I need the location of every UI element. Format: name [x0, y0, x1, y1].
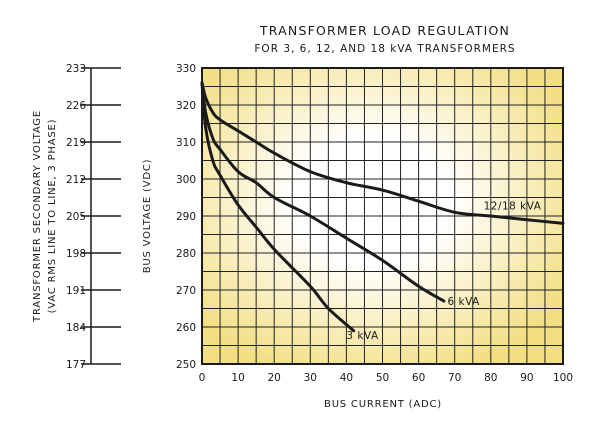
- x-tick-label: 100: [553, 372, 573, 384]
- x-tick-label: 30: [304, 372, 317, 384]
- x-tick-label: 60: [412, 372, 425, 384]
- series-label: 6 kVA: [447, 296, 480, 308]
- secondary-tick-label: 212: [66, 174, 86, 186]
- chart-title: TRANSFORMER LOAD REGULATION: [259, 23, 510, 38]
- y-tick-label: 310: [176, 137, 196, 149]
- x-tick-label: 70: [448, 372, 461, 384]
- x-tick-label: 40: [340, 372, 353, 384]
- x-tick-label: 90: [520, 372, 533, 384]
- series-lines: [200, 81, 565, 333]
- secondary-tick-label: 184: [66, 322, 86, 334]
- x-tick-label: 20: [268, 372, 281, 384]
- series-label: 3 kVA: [346, 330, 379, 342]
- y-tick-label: 320: [176, 100, 196, 112]
- series-line: [200, 81, 565, 225]
- secondary-axis-title-line1: TRANSFORMER SECONDARY VOLTAGE: [32, 110, 43, 323]
- secondary-tick-label: 177: [66, 359, 86, 371]
- secondary-tick-label: 191: [66, 285, 86, 297]
- plot-frame: [201, 67, 564, 365]
- y-tick-label: 300: [176, 174, 196, 186]
- x-tick-label: 0: [199, 372, 206, 384]
- secondary-tick-label: 233: [66, 63, 86, 75]
- y-tick-label: 260: [176, 322, 196, 334]
- x-axis-ticks: 0 10 20 30 40 50 60 70 80 90 100: [199, 372, 573, 384]
- secondary-tick-label: 219: [66, 137, 86, 149]
- x-axis-title: BUS CURRENT (ADC): [324, 399, 442, 410]
- series-label: 12/18 kVA: [484, 200, 542, 212]
- series-labels: 12/18 kVA 6 kVA 3 kVA: [346, 200, 541, 342]
- secondary-tick-label: 226: [66, 100, 86, 112]
- series-line: [200, 81, 356, 333]
- x-tick-label: 10: [231, 372, 244, 384]
- secondary-voltage-axis: 233 226 219 212 205 198 191 184 177: [66, 63, 121, 371]
- y-tick-label: 280: [176, 248, 196, 260]
- y-axis-ticks: 250 260 270 280 290 300 310 320 330: [176, 63, 196, 371]
- x-tick-label: 50: [376, 372, 389, 384]
- secondary-axis-title-line2: (VAC RMS LINE TO LINE, 3 PHASE): [47, 119, 58, 314]
- secondary-tick-label: 198: [66, 248, 86, 260]
- y-tick-label: 270: [176, 285, 196, 297]
- chart-subtitle: FOR 3, 6, 12, AND 18 kVA TRANSFORMERS: [254, 43, 515, 55]
- y-tick-label: 290: [176, 211, 196, 223]
- y-tick-label: 330: [176, 63, 196, 75]
- secondary-tick-label: 205: [66, 211, 86, 223]
- y-tick-label: 250: [176, 359, 196, 371]
- x-tick-label: 80: [484, 372, 497, 384]
- series-line: [200, 81, 446, 303]
- grid-lines: [202, 68, 563, 364]
- y-axis-title: BUS VOLTAGE (VDC): [142, 159, 153, 274]
